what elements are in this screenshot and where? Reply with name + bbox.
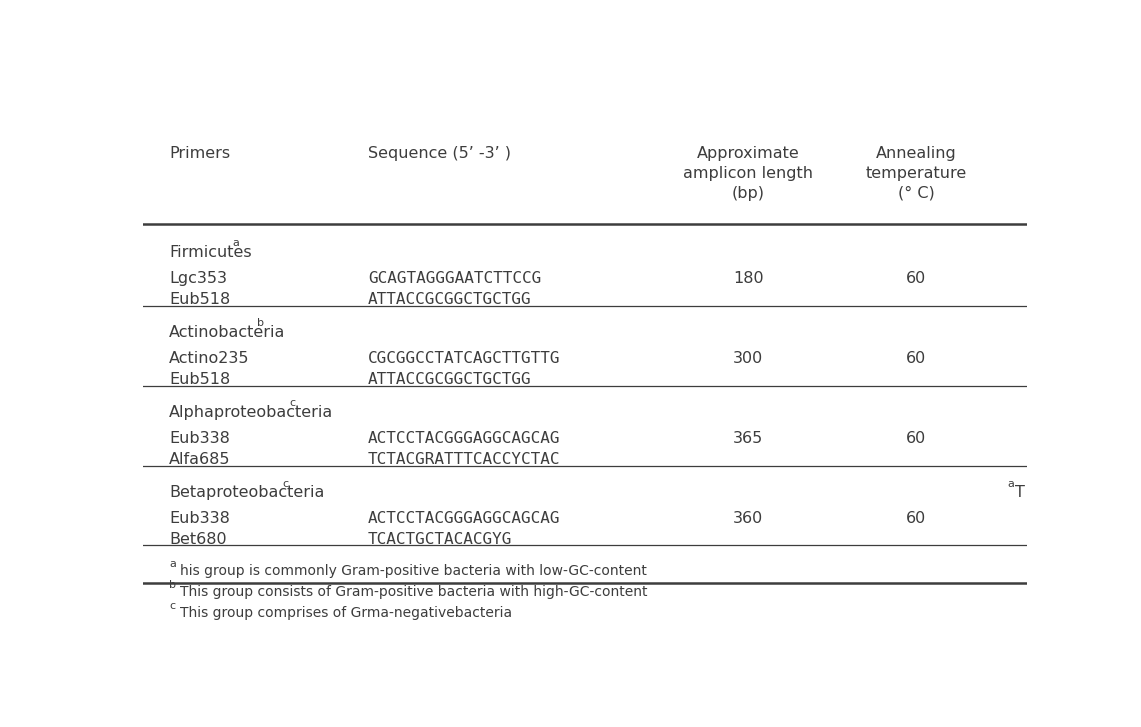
Text: Alfa685: Alfa685 xyxy=(169,451,230,467)
Text: 60: 60 xyxy=(906,511,926,526)
Text: b: b xyxy=(169,580,176,590)
Text: Actinobacteria: Actinobacteria xyxy=(169,325,285,340)
Text: TCTACGRATTTCACCYCTAC: TCTACGRATTTCACCYCTAC xyxy=(369,451,560,467)
Text: a: a xyxy=(1008,478,1014,489)
Text: 60: 60 xyxy=(906,271,926,286)
Text: a: a xyxy=(233,238,240,249)
Text: 300: 300 xyxy=(734,351,763,366)
Text: Eub338: Eub338 xyxy=(169,511,230,526)
Text: his group is commonly Gram-positive bacteria with low-GC-content: his group is commonly Gram-positive bact… xyxy=(180,564,647,578)
Text: Bet680: Bet680 xyxy=(169,531,227,547)
Text: ATTACCGCGGCTGCTGG: ATTACCGCGGCTGCTGG xyxy=(369,371,532,387)
Text: T: T xyxy=(1015,485,1026,500)
Text: CGCGGCCTATCAGCTTGTTG: CGCGGCCTATCAGCTTGTTG xyxy=(369,351,560,366)
Text: ATTACCGCGGCTGCTGG: ATTACCGCGGCTGCTGG xyxy=(369,292,532,307)
Text: This group consists of Gram-positive bacteria with high-GC-content: This group consists of Gram-positive bac… xyxy=(180,585,647,599)
Text: ACTCCTACGGGAGGCAGCAG: ACTCCTACGGGAGGCAGCAG xyxy=(369,431,560,446)
Text: 360: 360 xyxy=(734,511,763,526)
Text: c: c xyxy=(169,601,176,611)
Text: 365: 365 xyxy=(734,431,763,446)
Text: 60: 60 xyxy=(906,351,926,366)
Text: Actino235: Actino235 xyxy=(169,351,250,366)
Text: Sequence (5’ -3’ ): Sequence (5’ -3’ ) xyxy=(369,146,511,161)
Text: Annealing
temperature
(° C): Annealing temperature (° C) xyxy=(866,146,966,201)
Text: Betaproteobacteria: Betaproteobacteria xyxy=(169,485,324,500)
Text: Lgc353: Lgc353 xyxy=(169,271,227,286)
Text: This group comprises of Grma-negativebacteria: This group comprises of Grma-negativebac… xyxy=(180,606,512,619)
Text: Eub518: Eub518 xyxy=(169,292,230,307)
Text: GCAGTAGGGAATCTTCCG: GCAGTAGGGAATCTTCCG xyxy=(369,271,541,286)
Text: c: c xyxy=(289,398,296,409)
Text: c: c xyxy=(283,478,289,489)
Text: Firmicutes: Firmicutes xyxy=(169,245,252,260)
Text: a: a xyxy=(169,559,176,569)
Text: Approximate
amplicon length
(bp): Approximate amplicon length (bp) xyxy=(683,146,814,201)
Text: TCACTGCTACACGYG: TCACTGCTACACGYG xyxy=(369,531,512,547)
Text: 180: 180 xyxy=(733,271,763,286)
Text: Eub518: Eub518 xyxy=(169,371,230,387)
Text: 60: 60 xyxy=(906,431,926,446)
Text: Primers: Primers xyxy=(169,146,230,161)
Text: Alphaproteobacteria: Alphaproteobacteria xyxy=(169,405,333,420)
Text: b: b xyxy=(258,318,265,329)
Text: Eub338: Eub338 xyxy=(169,431,230,446)
Text: ACTCCTACGGGAGGCAGCAG: ACTCCTACGGGAGGCAGCAG xyxy=(369,511,560,526)
